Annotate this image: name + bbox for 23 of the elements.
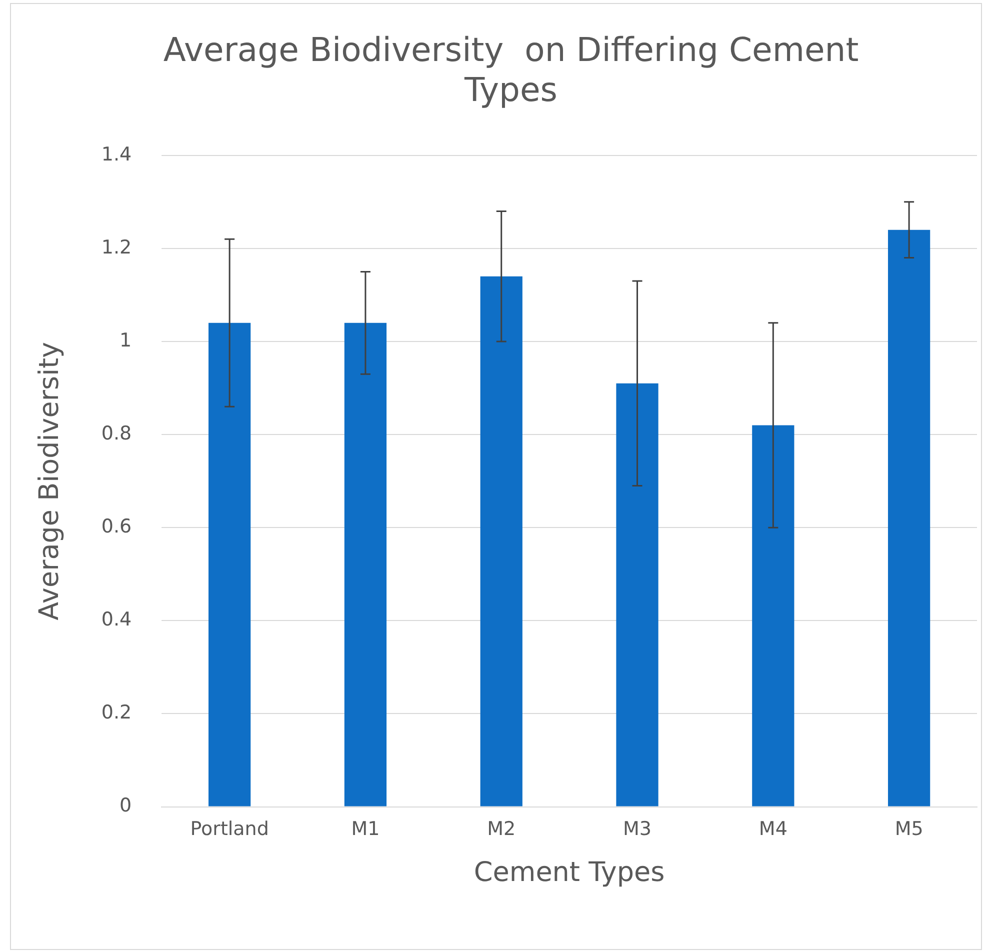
- chart-title: Average Biodiversity on Differing Cement Types: [162, 30, 860, 110]
- y-tick-label: 0: [120, 794, 132, 817]
- x-tick-label: Portland: [190, 818, 269, 840]
- bar: [480, 276, 522, 806]
- y-axis-title: Average Biodiversity: [34, 342, 66, 620]
- bar: [344, 322, 387, 806]
- x-axis-title: Cement Types: [474, 856, 665, 888]
- y-tick-label: 0.4: [101, 608, 132, 631]
- bar: [208, 322, 251, 806]
- bar: [616, 383, 658, 806]
- bar: [888, 230, 930, 806]
- y-tick-label: 1.2: [101, 236, 132, 258]
- y-tick-label: 1: [120, 329, 132, 352]
- y-tick-label: 0.6: [101, 516, 132, 538]
- bar: [752, 425, 794, 806]
- y-tick-label: 1.4: [101, 143, 132, 166]
- x-tick-label: M2: [487, 818, 516, 840]
- y-tick-label: 0.8: [101, 422, 132, 445]
- x-tick-label: M1: [351, 818, 380, 840]
- x-tick-label: M3: [623, 818, 652, 840]
- x-tick-label: M5: [894, 818, 924, 840]
- y-tick-label: 0.2: [101, 702, 132, 724]
- x-tick-label: M4: [758, 818, 788, 840]
